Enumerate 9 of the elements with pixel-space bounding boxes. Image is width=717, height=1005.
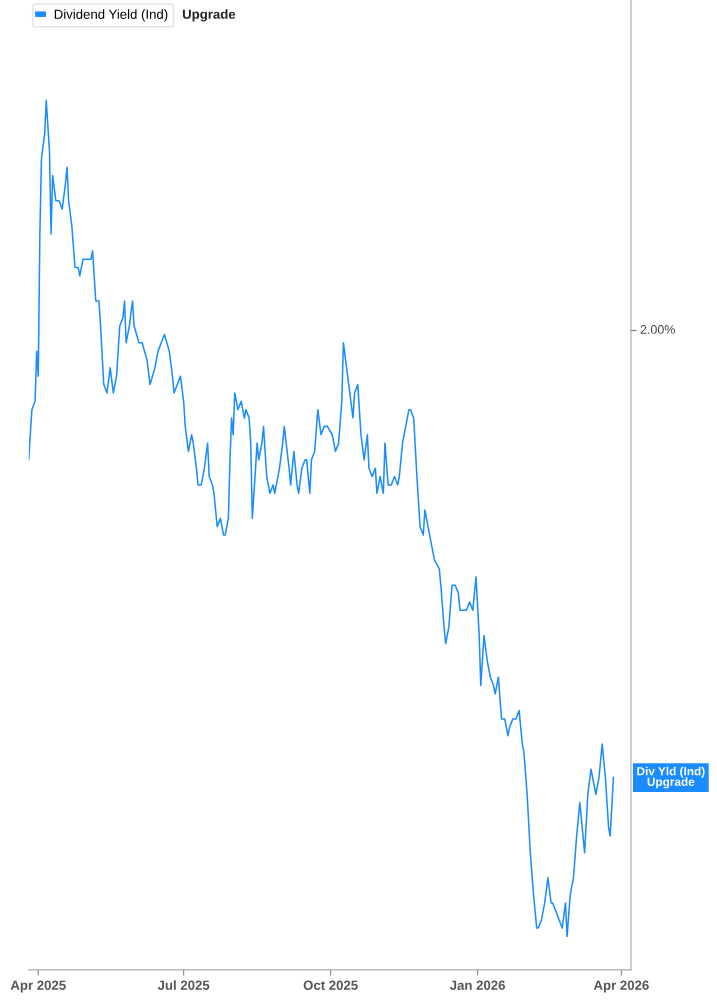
x-tick-label: Oct 2025 xyxy=(303,980,358,990)
x-tick-label: Jan 2026 xyxy=(449,980,505,990)
text: Div Yld (Ind) Upgrade xyxy=(637,766,705,789)
x-tick-label: Apr 2026 xyxy=(593,980,649,993)
text: Upgrade xyxy=(182,9,236,22)
x-tick-label: Jul 2025 xyxy=(157,980,210,990)
x-tick-label: Apr 2025 xyxy=(10,980,66,993)
legend-label: Dividend Yield (Ind) xyxy=(54,9,168,22)
text: 2.00% xyxy=(640,325,675,334)
